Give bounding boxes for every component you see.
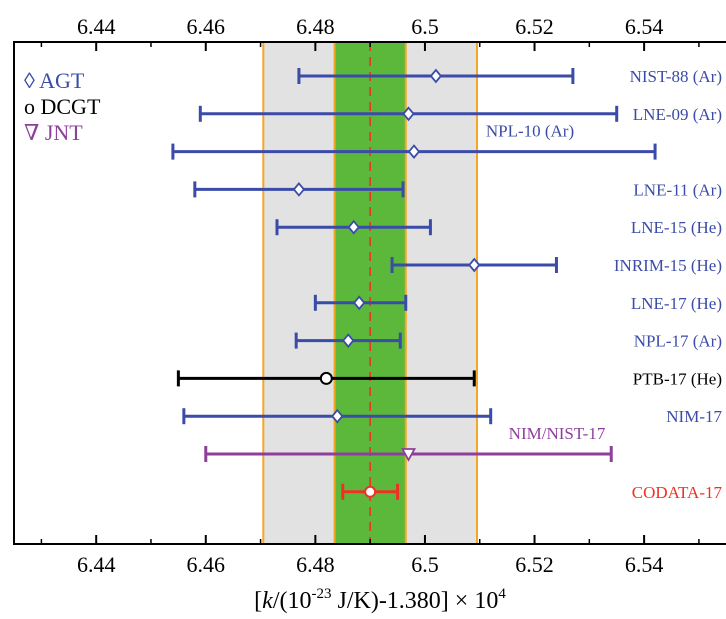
entry-label: NIM/NIST-17: [509, 424, 606, 443]
entry: LNE-15 (He): [275, 218, 722, 237]
x-label-exponent-2: 4: [498, 586, 506, 602]
entry: NIM/NIST-17: [204, 424, 613, 462]
triangle-marker: [400, 448, 417, 462]
entry-label: NIST-88 (Ar): [630, 67, 722, 86]
diamond-marker: [331, 408, 344, 424]
entry-label: NPL-17 (Ar): [634, 332, 722, 351]
entry: LNE-17 (He): [313, 294, 722, 313]
entry: NIM-17: [182, 407, 722, 426]
circle-marker: [319, 371, 333, 385]
entry: LNE-11 (Ar): [193, 180, 722, 199]
diamond-marker: [468, 257, 481, 273]
bottom-tick-label: 6.46: [187, 552, 226, 577]
entry-label: CODATA-17: [632, 483, 723, 502]
x-label-exponent: -23: [311, 586, 331, 602]
x-label-suffix: J/K)-1.380] × 10: [331, 588, 498, 614]
top-tick-label: 6.5: [411, 14, 439, 39]
x-axis-label: [k/(10-23 J/K)-1.380] × 104: [254, 586, 506, 614]
top-axis-ticks: 6.44 6.46 6.48 6.5 6.52 6.54: [40, 14, 700, 51]
diamond-marker: [292, 181, 306, 197]
diamond-marker: [402, 106, 415, 122]
entry: LNE-09 (Ar): [198, 105, 722, 124]
measurement-entries: NIST-88 (Ar) LNE-09 (Ar) NPL-10 (Ar) LNE-11…: [171, 67, 723, 502]
entry-label: NIM-17: [666, 407, 722, 426]
plot-frame: [13, 41, 726, 545]
bottom-tick-label: 6.48: [296, 552, 335, 577]
diamond-marker: [353, 295, 366, 311]
top-tick-label: 6.48: [296, 14, 335, 39]
entry-label: LNE-09 (Ar): [633, 105, 722, 124]
entry-label: LNE-15 (He): [631, 218, 722, 237]
entry-label: INRIM-15 (He): [614, 256, 722, 275]
bottom-tick-label: 6.54: [625, 552, 664, 577]
top-tick-label: 6.46: [187, 14, 226, 39]
legend-entry: ∇ JNT: [24, 120, 83, 145]
diamond-marker: [347, 219, 360, 235]
x-label-mid: /(10: [273, 588, 312, 614]
entry-label: LNE-17 (He): [631, 294, 722, 313]
entry: NPL-10 (Ar): [171, 122, 657, 160]
legend-entry: ◊ AGT: [24, 68, 85, 93]
bottom-tick-label: 6.44: [77, 552, 116, 577]
diamond-marker: [429, 68, 443, 84]
diamond-marker: [407, 144, 421, 160]
top-tick-label: 6.44: [77, 14, 116, 39]
x-label-k: k: [262, 588, 273, 614]
entry-label: LNE-11 (Ar): [633, 180, 722, 199]
entry-label: PTB-17 (He): [633, 369, 722, 388]
entry: CODATA-17: [341, 483, 723, 502]
codata-marker: [364, 485, 377, 498]
entry-label: NPL-10 (Ar): [486, 122, 574, 141]
top-tick-label: 6.52: [515, 14, 554, 39]
legend-entry: o DCGT: [24, 94, 101, 119]
entry: NIST-88 (Ar): [297, 67, 722, 86]
bottom-tick-label: 6.52: [515, 552, 554, 577]
bottom-axis-ticks: 6.44 6.46 6.48 6.5 6.52 6.54: [40, 535, 700, 577]
frame-border: [13, 41, 726, 545]
bottom-tick-label: 6.5: [411, 552, 439, 577]
entry: PTB-17 (He): [176, 369, 722, 388]
entry: INRIM-15 (He): [390, 256, 722, 275]
entry: NPL-17 (Ar): [294, 332, 722, 351]
uncertainty-bands: [262, 42, 478, 544]
diamond-marker: [342, 333, 355, 349]
top-tick-label: 6.54: [625, 14, 664, 39]
x-label-prefix: [: [254, 588, 262, 614]
